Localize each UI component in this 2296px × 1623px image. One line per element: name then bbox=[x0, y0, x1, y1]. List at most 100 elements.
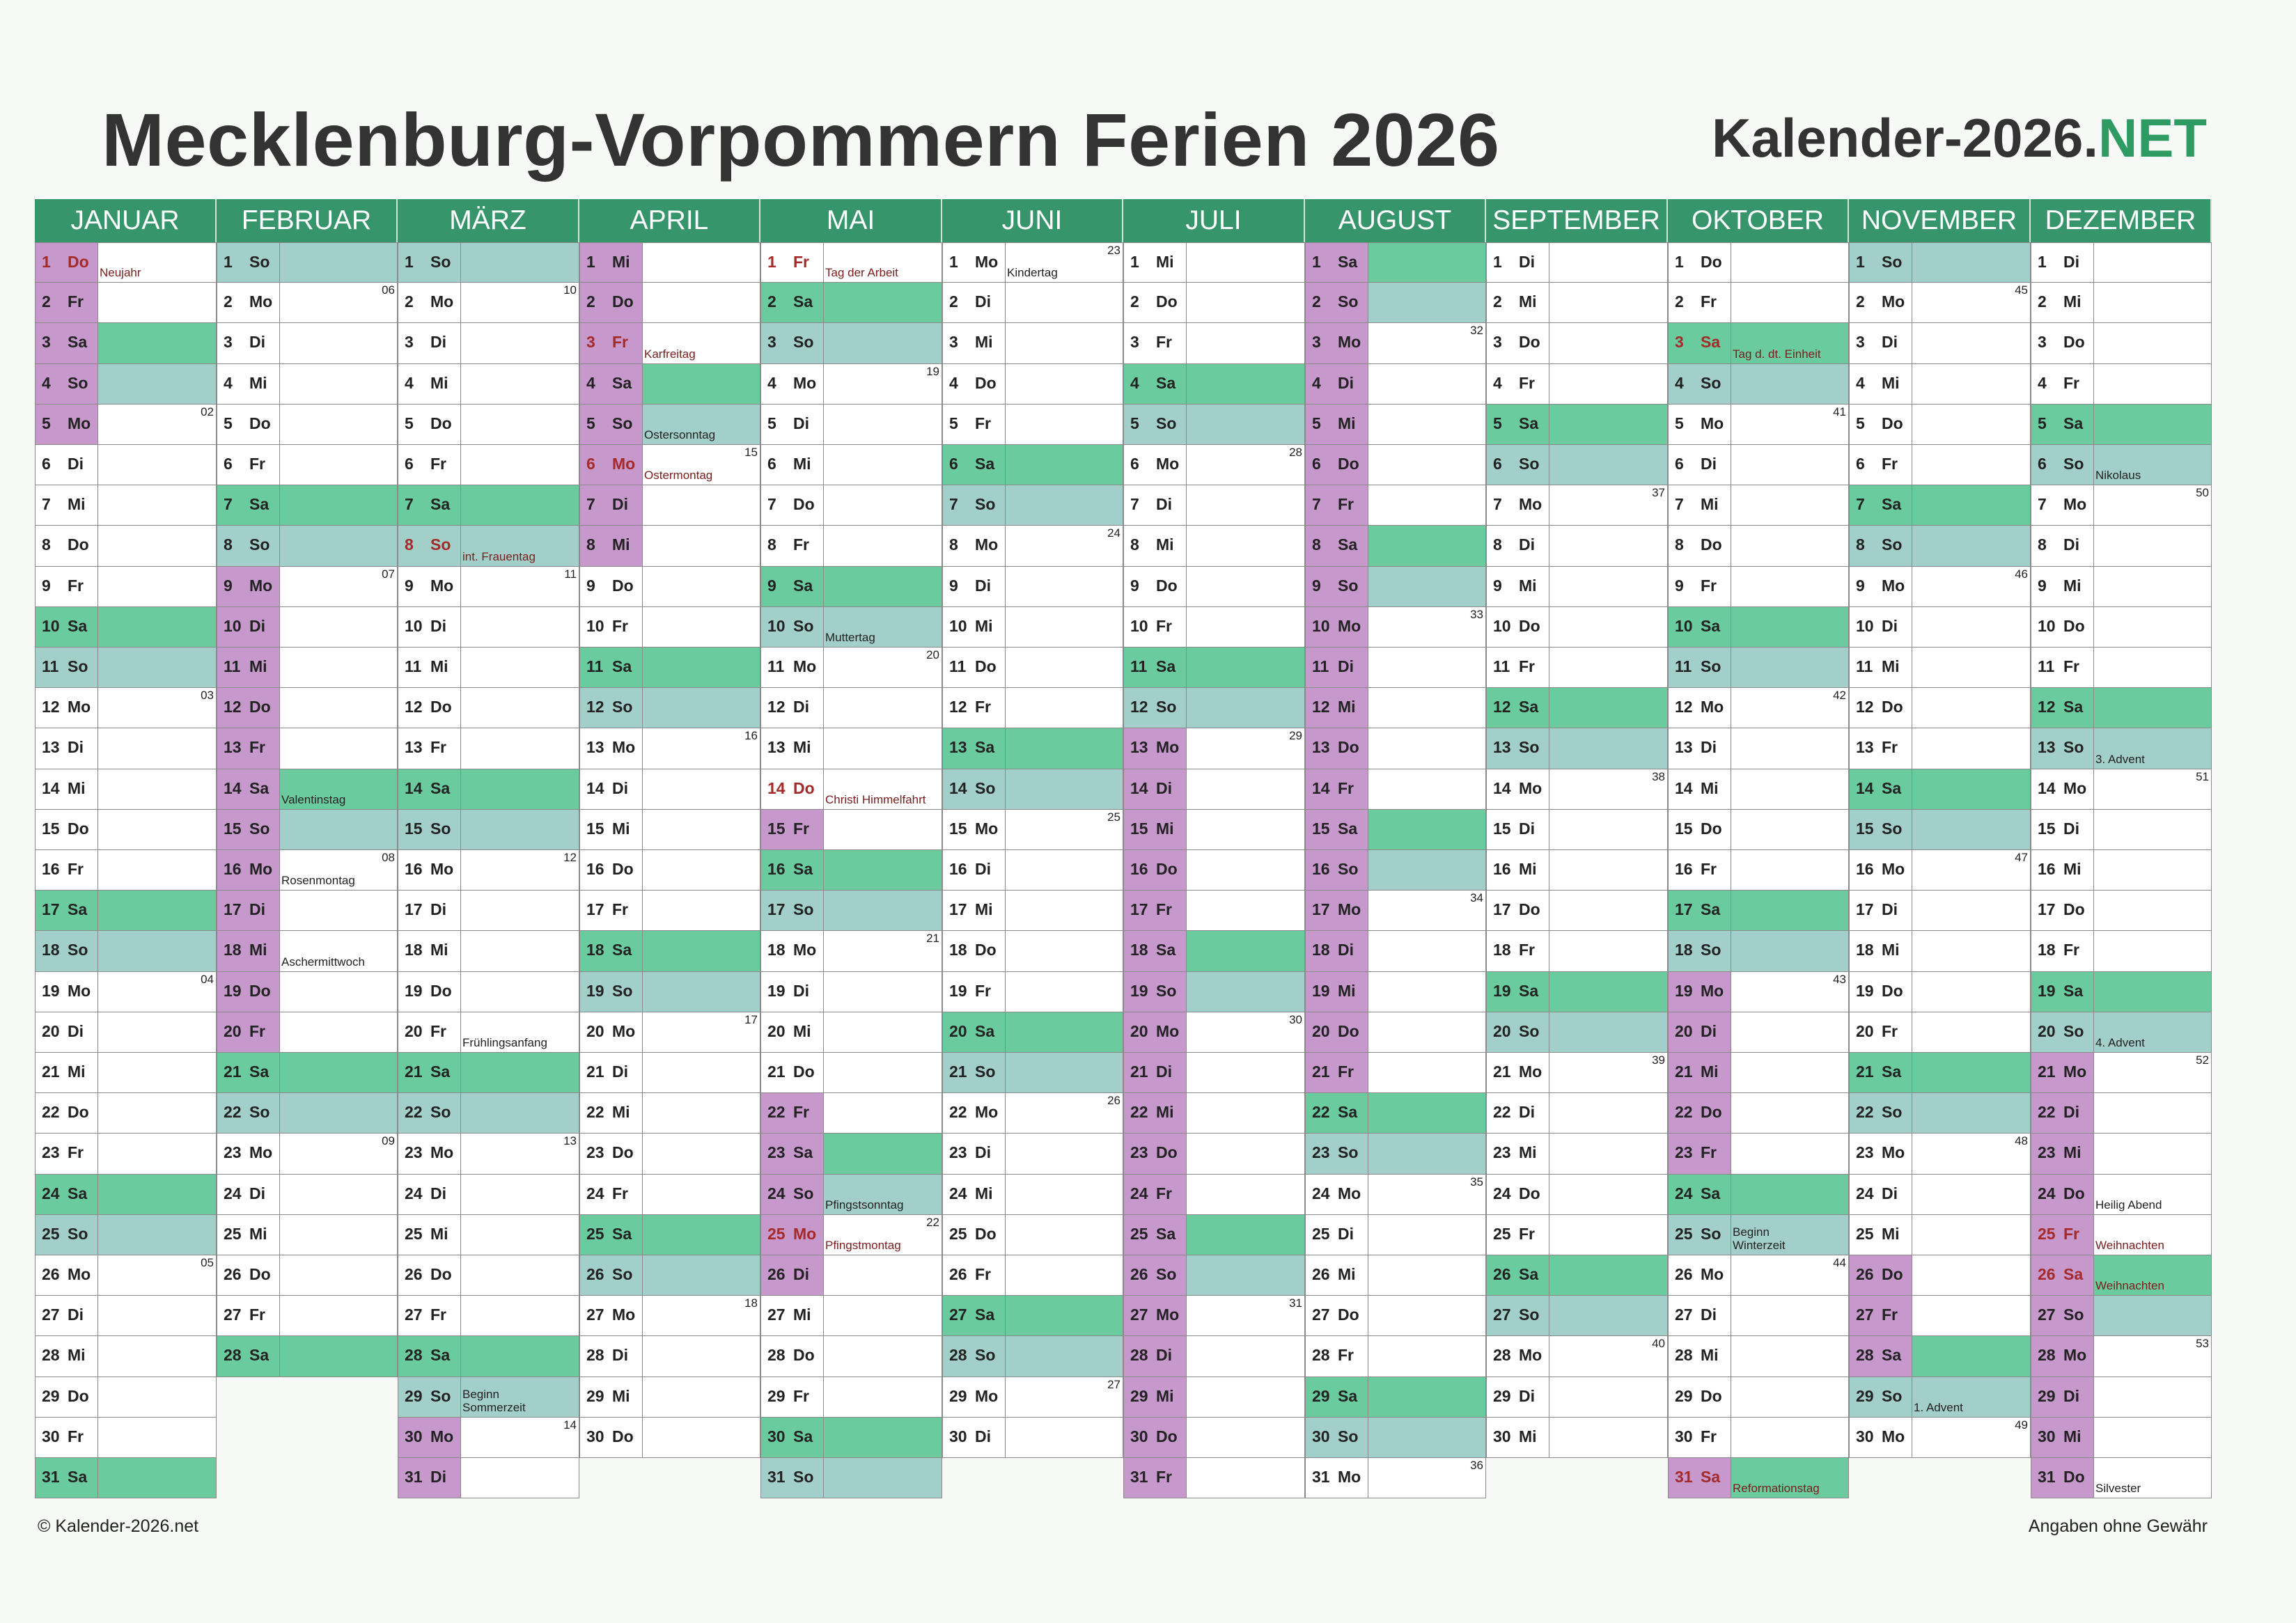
day-note-cell bbox=[1368, 1255, 1485, 1295]
weekday-abbr: Mo bbox=[68, 982, 91, 1000]
day-row: 17 So bbox=[760, 891, 942, 931]
day-number: 3 bbox=[405, 333, 414, 351]
day-row: 9 Di bbox=[942, 567, 1123, 607]
day-label-cell: 26 Sa bbox=[2031, 1255, 2094, 1295]
day-note-cell bbox=[280, 607, 397, 647]
weekday-abbr: Do bbox=[612, 577, 634, 595]
day-number: 16 bbox=[2038, 860, 2056, 878]
holiday-label: Tag d. dt. Einheit bbox=[1733, 347, 1821, 361]
weekday-abbr: So bbox=[1156, 414, 1177, 432]
day-note-cell bbox=[1187, 972, 1304, 1012]
weekday-abbr: Mo bbox=[430, 1427, 454, 1445]
weekday-abbr: Mo bbox=[68, 1265, 91, 1283]
week-number: 30 bbox=[1289, 1013, 1302, 1026]
day-label-cell: 14 Mo bbox=[1486, 769, 1549, 809]
day-row: 18 Sa bbox=[1123, 931, 1305, 972]
weekday-abbr: Do bbox=[793, 1063, 815, 1081]
weekday-abbr: Do bbox=[1701, 535, 1722, 554]
day-row: 22 Di bbox=[1486, 1093, 1668, 1134]
day-note-cell: 23 Kindertag bbox=[1006, 243, 1123, 282]
day-label-cell: 23 Mo bbox=[1849, 1134, 1912, 1174]
day-label-cell: 29 Di bbox=[2031, 1377, 2094, 1417]
weekday-abbr: Do bbox=[793, 1346, 815, 1364]
weekday-abbr: Mi bbox=[975, 900, 993, 918]
day-label-cell: 24 Di bbox=[1849, 1175, 1912, 1214]
day-note-cell bbox=[1549, 364, 1667, 404]
day-note-cell bbox=[824, 567, 942, 606]
day-note-cell bbox=[1731, 1175, 1848, 1214]
day-note-cell bbox=[461, 728, 579, 769]
day-note-cell: Frühlingsanfang bbox=[461, 1012, 579, 1052]
day-number: 25 bbox=[405, 1225, 423, 1243]
day-row: 30 Mo 49 bbox=[1849, 1418, 2031, 1458]
day-row: 3 Di bbox=[217, 323, 398, 364]
day-note-cell: 39 bbox=[1549, 1053, 1667, 1092]
week-number: 29 bbox=[1289, 729, 1302, 742]
weekday-abbr: So bbox=[68, 657, 88, 675]
weekday-abbr: Mo bbox=[975, 1103, 999, 1121]
day-note-cell bbox=[1187, 1215, 1304, 1255]
weekday-abbr: Mi bbox=[793, 1022, 811, 1040]
day-row: 31 Sa bbox=[35, 1458, 217, 1498]
day-row: 5 Do bbox=[1849, 405, 2031, 445]
day-label-cell: 20 Fr bbox=[1849, 1012, 1912, 1052]
day-label-cell: 4 Fr bbox=[1486, 364, 1549, 404]
day-row: 17 Fr bbox=[579, 891, 760, 931]
day-number: 19 bbox=[2038, 982, 2056, 1000]
day-row: 4 So bbox=[35, 364, 217, 405]
weekday-abbr: Sa bbox=[1882, 1346, 1902, 1364]
day-note-cell bbox=[1731, 1053, 1848, 1092]
day-row: 3 Sa Tag d. dt. Einheit bbox=[1668, 323, 1849, 364]
day-row: 21 Di bbox=[1123, 1053, 1305, 1093]
day-label-cell: 18 Mo bbox=[760, 931, 824, 971]
day-row: 28 So bbox=[942, 1336, 1123, 1377]
day-row: 2 Do bbox=[1123, 283, 1305, 323]
weekday-abbr: Di bbox=[612, 779, 628, 797]
day-row: 24 Mo 35 bbox=[1305, 1175, 1486, 1215]
weekday-abbr: Fr bbox=[430, 455, 446, 473]
day-row: 7 Fr bbox=[1305, 485, 1486, 526]
weekday-abbr: So bbox=[2063, 738, 2084, 756]
weekday-abbr: Sa bbox=[793, 292, 813, 311]
day-note-cell bbox=[643, 283, 760, 322]
day-note-cell bbox=[98, 283, 216, 322]
year-calendar: JANUAR 1 Do Neujahr 2 Fr 3 Sa 4 So 5 Mo 02 6 Di 7 Mi 8 Do 9… bbox=[35, 199, 2212, 1511]
weekday-abbr: Sa bbox=[249, 1063, 270, 1081]
day-number: 30 bbox=[2038, 1427, 2056, 1445]
weekday-abbr: Do bbox=[1882, 414, 1903, 432]
weekday-abbr: Sa bbox=[68, 617, 88, 635]
day-note-cell bbox=[643, 1053, 760, 1092]
day-note-cell bbox=[1912, 769, 2030, 809]
day-row: 22 Mi bbox=[579, 1093, 760, 1134]
day-row: 21 Fr bbox=[1305, 1053, 1486, 1093]
day-label-cell: 7 Di bbox=[579, 485, 643, 525]
day-label-cell: 17 Mo bbox=[1305, 891, 1368, 930]
day-number: 10 bbox=[405, 617, 423, 635]
day-number: 12 bbox=[1312, 698, 1330, 716]
day-row: 22 So bbox=[398, 1093, 579, 1134]
day-number: 21 bbox=[2038, 1063, 2056, 1081]
day-number: 22 bbox=[1675, 1103, 1693, 1121]
day-note-cell bbox=[2094, 648, 2211, 687]
day-number: 17 bbox=[767, 900, 786, 918]
day-number: 18 bbox=[405, 941, 423, 959]
day-label-cell: 23 Mi bbox=[2031, 1134, 2094, 1174]
day-note-cell bbox=[1368, 1336, 1485, 1377]
day-row: 27 Sa bbox=[942, 1296, 1123, 1336]
day-number: 31 bbox=[1130, 1468, 1148, 1486]
day-note-cell bbox=[824, 1012, 942, 1052]
event-label: Kindertag bbox=[1007, 266, 1058, 279]
day-number: 16 bbox=[767, 860, 786, 878]
weekday-abbr: Do bbox=[249, 1265, 271, 1283]
day-note-cell bbox=[98, 364, 216, 404]
day-note-cell bbox=[1912, 891, 2030, 930]
holiday-label: Tag der Arbeit bbox=[825, 266, 898, 279]
day-label-cell: 28 Sa bbox=[217, 1336, 280, 1377]
weekday-abbr: Mo bbox=[1519, 1063, 1543, 1081]
day-note-cell bbox=[1368, 728, 1485, 769]
day-label-cell: 10 Do bbox=[2031, 607, 2094, 647]
weekday-abbr: Fr bbox=[1701, 577, 1717, 595]
day-note-cell: 02 bbox=[98, 405, 216, 444]
weekday-abbr: Sa bbox=[68, 900, 88, 918]
week-number: 05 bbox=[201, 1256, 214, 1269]
